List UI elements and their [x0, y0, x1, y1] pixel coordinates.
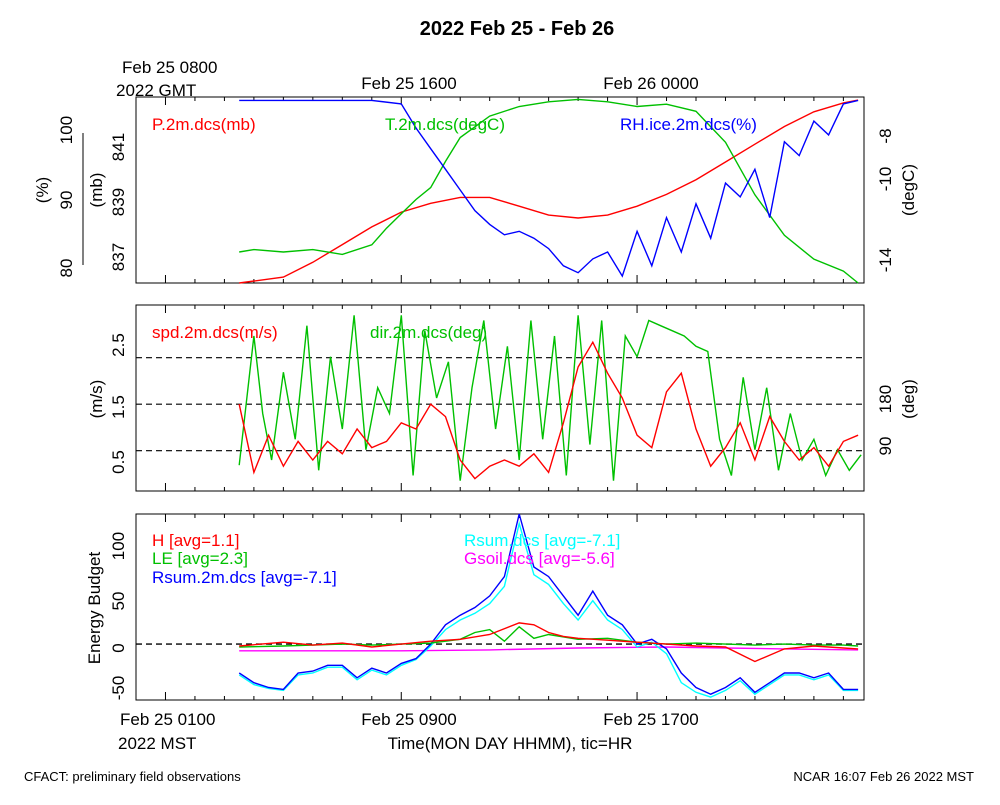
panel-1-pct-label: (%) — [33, 177, 52, 203]
series-pressure-line — [239, 99, 859, 284]
series-h-line — [239, 622, 859, 663]
top-axis-label-2: Feb 26 0000 — [603, 74, 698, 93]
panel-1-degc-tick-14: -14 — [876, 248, 895, 273]
panel-1-degc-tick-10: -10 — [876, 167, 895, 192]
legend-speed: spd.2m.dcs(m/s) — [152, 323, 278, 342]
panel-3-ylabel: Energy Budget — [85, 551, 104, 664]
series-gsoil-line — [239, 646, 859, 652]
bottom-axis-label-2: Feb 25 1700 — [603, 710, 698, 729]
series-le-line — [239, 625, 859, 648]
panel-1-pct-tick-80: 80 — [57, 259, 76, 278]
series-rsum-dcs-line — [238, 520, 859, 698]
panel-2-dir-tick-180: 180 — [876, 385, 895, 413]
top-axis-label-1: Feb 25 1600 — [361, 74, 456, 93]
x-tick-marks — [164, 97, 844, 700]
panel-1-pct-tick-90: 90 — [57, 191, 76, 210]
panel-2-speed-tick-2-5: 2.5 — [109, 333, 128, 357]
top-axis-first-label-line2: 2022 GMT — [116, 81, 196, 100]
series-temperature-line — [239, 98, 859, 284]
top-axis-first-label-line1: Feb 25 0800 — [122, 58, 217, 77]
legend-rsum-2m: Rsum.2m.dcs [avg=-7.1] — [152, 568, 337, 587]
panel-2-dir-tick-90: 90 — [876, 437, 895, 456]
panel-1-mb-tick-837: 837 — [109, 243, 128, 271]
panel-3-tick-0: 0 — [109, 643, 128, 652]
panel-3-tick-100: 100 — [109, 532, 128, 560]
bottom-axis-first-label-line1: Feb 25 0100 — [120, 710, 215, 729]
footer-right: NCAR 16:07 Feb 26 2022 MST — [793, 769, 974, 784]
legend-pressure: P.2m.dcs(mb) — [152, 115, 256, 134]
series-layer — [136, 98, 864, 698]
legend-rsum-dcs: Rsum.dcs [avg=-7.1] — [464, 531, 620, 550]
panel-1-frame — [135, 96, 865, 284]
bottom-axis-first-label-line2: 2022 MST — [118, 734, 196, 753]
figure-title: 2022 Feb 25 - Feb 26 — [420, 18, 615, 40]
panel-2-deg-label: (deg) — [899, 379, 918, 419]
panel-2-ms-label: (m/s) — [87, 380, 106, 419]
panel-1-degc-label: (degC) — [899, 164, 918, 216]
panel-1-mb-tick-841: 841 — [109, 133, 128, 161]
series-direction-line — [238, 315, 862, 481]
panel-1-degc-tick-8: -8 — [876, 128, 895, 143]
series-rh-line — [239, 99, 859, 278]
panel-1-pct-tick-100: 100 — [57, 116, 76, 144]
panel-3-tick-50: 50 — [109, 592, 128, 611]
legend-direction: dir.2m.dcs(deg) — [370, 323, 487, 342]
footer-left: CFACT: preliminary field observations — [24, 769, 241, 784]
panel-2-speed-tick-1-5: 1.5 — [109, 395, 128, 419]
series-speed-line — [238, 340, 859, 480]
legend-gsoil: Gsoil.dcs [avg=-5.6] — [464, 549, 615, 568]
bottom-axis-label-1: Feb 25 0900 — [361, 710, 456, 729]
series-rsum-2m-line — [238, 513, 859, 695]
legend-h: H [avg=1.1] — [152, 531, 239, 550]
panel-1-mb-label: (mb) — [87, 173, 106, 208]
x-axis-title: Time(MON DAY HHMM), tic=HR — [388, 734, 633, 753]
legend-temperature: T.2m.dcs(degC) — [385, 115, 505, 134]
panel-3-tick-neg50: -50 — [109, 676, 128, 701]
panel-2-frame — [135, 304, 865, 492]
legend-rh: RH.ice.2m.dcs(%) — [620, 115, 757, 134]
panel-2-speed-tick-0-5: 0.5 — [109, 450, 128, 474]
legend-le: LE [avg=2.3] — [152, 549, 248, 568]
panel-1-mb-tick-839: 839 — [109, 188, 128, 216]
panel-3-frame — [135, 513, 865, 701]
